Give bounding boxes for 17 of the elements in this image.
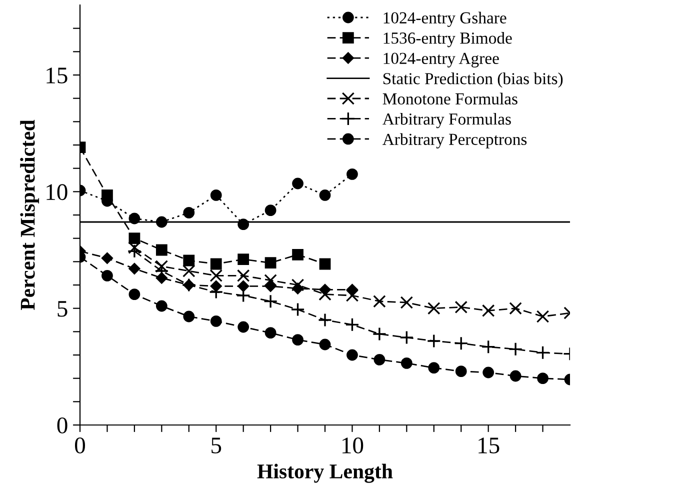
x-tick-label: 5: [212, 438, 222, 454]
y-tick-label: 15: [46, 68, 68, 84]
legend-label: 1024-entry Gshare: [384, 12, 506, 27]
legend-label: Arbitrary Formulas: [382, 112, 511, 128]
x-tick-label: 15: [478, 438, 500, 454]
y-axis-title: Percent Mispredicted: [20, 120, 40, 310]
legend-label: Static Prediction (bias bits): [383, 72, 563, 88]
legend-label: Arbitrary Perceptrons: [382, 133, 527, 148]
y-tick-label: 5: [58, 301, 68, 317]
x-tick-label: 0: [74, 437, 86, 454]
legend-label: 1024-entry Agree: [384, 52, 499, 68]
y-tick-label: 0: [57, 417, 68, 434]
x-tick-label: 10: [342, 437, 364, 454]
legend-label: Monotone Formulas: [382, 92, 518, 105]
x-axis-title: History Length: [257, 464, 393, 483]
y-tick-label: 10: [46, 184, 68, 200]
legend-label: 1536-entry Bimode: [384, 32, 512, 48]
